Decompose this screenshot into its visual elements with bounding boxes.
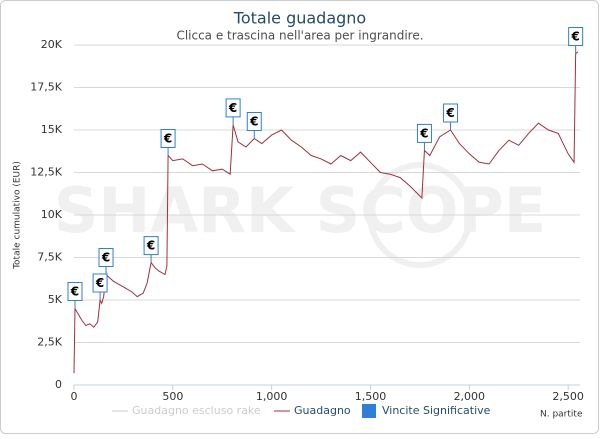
x-axis-label: N. partite [540, 410, 583, 420]
win-flag [568, 27, 584, 46]
win-flag [416, 123, 432, 143]
y-tick-label: 0 [55, 378, 62, 391]
y-tick-label: 15K [41, 123, 63, 136]
x-tick-label: 500 [162, 390, 183, 403]
x-tick-label: 2,500 [552, 390, 584, 403]
flag-label: € [228, 101, 237, 115]
legend-label: Guadagno [294, 404, 351, 417]
flag-label: € [445, 106, 454, 120]
y-axis-label: Totale cumulativo (EUR) [13, 161, 23, 270]
y-tick-label: 5K [48, 293, 63, 306]
win-flag [443, 103, 459, 123]
win-flag [143, 236, 159, 256]
win-flag [92, 273, 108, 293]
win-flag [160, 129, 176, 148]
x-tick-label: 2,000 [454, 390, 486, 403]
flag-label: € [101, 251, 110, 265]
win-flag [67, 282, 83, 301]
flag-label: € [249, 115, 258, 129]
y-tick-label: 10K [41, 208, 63, 221]
x-tick-label: 1,000 [256, 390, 288, 403]
flag-label: € [95, 276, 104, 290]
y-tick-label: 20K [41, 38, 63, 51]
chart-title: Totale guadagno [233, 9, 366, 28]
flag-label: € [146, 239, 155, 253]
win-flag [98, 248, 114, 267]
flag-label: € [70, 285, 79, 299]
legend-swatch [362, 404, 376, 418]
y-tick-label: 17,5K [30, 81, 62, 94]
y-tick-label: 7,5K [37, 251, 62, 264]
y-tick-label: 2,5K [37, 336, 62, 349]
win-flag [225, 98, 241, 118]
flag-label: € [419, 126, 428, 140]
chart-subtitle: Clicca e trascina nell'area per ingrandi… [176, 29, 423, 43]
x-tick-label: 0 [71, 390, 78, 403]
win-flag [246, 112, 262, 131]
flag-label: € [570, 30, 579, 44]
y-tick-label: 12,5K [30, 166, 62, 179]
legend-label: Guadagno escluso rake [132, 404, 261, 417]
x-tick-label: 1,500 [355, 390, 387, 403]
flag-label: € [163, 132, 172, 146]
legend-label: Vincite Significative [382, 404, 491, 417]
